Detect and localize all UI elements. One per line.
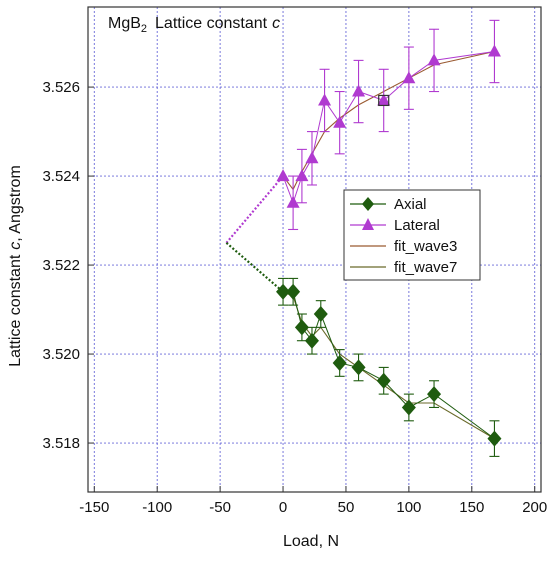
y-tick-label: 3.524 xyxy=(42,168,80,185)
data-point-axial xyxy=(313,306,328,323)
x-axis-title: Load, N xyxy=(283,533,339,550)
highlighted-point-box xyxy=(378,94,390,107)
plot-frame xyxy=(87,6,542,493)
series-layer xyxy=(276,19,502,457)
y-axis-title: Lattice constant c, Angstrom xyxy=(7,165,24,367)
y-axis-title-unit: , Angstrom xyxy=(7,165,24,241)
x-tick-label: -100 xyxy=(142,499,172,516)
legend-label: fit_wave7 xyxy=(394,259,457,276)
legend-label: fit_wave3 xyxy=(394,238,457,255)
data-point-lateral xyxy=(427,53,441,66)
data-point-axial xyxy=(351,359,366,376)
data-point-lateral xyxy=(305,151,319,164)
data-point-lateral xyxy=(333,115,347,128)
legend-marker-diamond xyxy=(362,197,374,211)
x-tick-label: 200 xyxy=(522,499,547,516)
extrapolation-line-axial xyxy=(225,241,284,293)
data-point-axial xyxy=(401,399,416,416)
x-tick-label: 50 xyxy=(338,499,355,516)
data-point-lateral xyxy=(377,93,391,106)
chart-title-rest: Lattice constant xyxy=(155,15,268,32)
legend-label: Lateral xyxy=(394,217,440,234)
y-tick-label: 3.518 xyxy=(42,435,80,452)
data-point-axial xyxy=(294,319,309,336)
y-tick-label: 3.526 xyxy=(42,79,80,96)
chart-title: MgB2 Lattice constant c xyxy=(108,15,280,35)
data-point-lateral xyxy=(276,169,290,182)
y-tick-label: 3.520 xyxy=(42,346,80,363)
data-point-axial xyxy=(286,283,301,300)
chart-title-main: MgB xyxy=(108,15,141,32)
data-point-axial xyxy=(376,372,391,389)
x-tick-label: 0 xyxy=(279,499,287,516)
data-point-lateral xyxy=(487,44,501,57)
extrapolation-line-lateral xyxy=(225,175,284,244)
data-point-lateral xyxy=(352,84,366,97)
tick-layer: -150 -100 -50 0 50 100 150 200 3.518 3.520 3.522 3.… xyxy=(42,79,547,516)
data-point-lateral xyxy=(286,195,300,208)
data-point-axial xyxy=(304,332,319,349)
chart-title-variable: c xyxy=(272,15,280,32)
data-point-axial xyxy=(487,430,502,447)
data-point-lateral xyxy=(318,93,332,106)
legend-label: Axial xyxy=(394,196,427,213)
y-axis-title-variable: c xyxy=(7,242,24,250)
data-point-lateral xyxy=(402,71,416,84)
data-point-axial xyxy=(332,354,347,371)
data-point-lateral xyxy=(295,169,309,182)
x-tick-label: -150 xyxy=(79,499,109,516)
x-tick-label: -50 xyxy=(209,499,231,516)
legend: Axial Lateral fit_wave3 fit_wave7 xyxy=(343,189,481,281)
x-tick-label: 150 xyxy=(459,499,484,516)
data-point-axial xyxy=(427,386,442,403)
x-tick-label: 100 xyxy=(396,499,421,516)
data-point-axial xyxy=(276,283,291,300)
legend-marker-triangle xyxy=(362,218,374,230)
y-axis-title-main: Lattice constant xyxy=(7,254,24,367)
extrapolation-layer xyxy=(225,175,284,293)
y-tick-label: 3.522 xyxy=(42,257,80,274)
chart-title-subscript: 2 xyxy=(141,23,147,35)
